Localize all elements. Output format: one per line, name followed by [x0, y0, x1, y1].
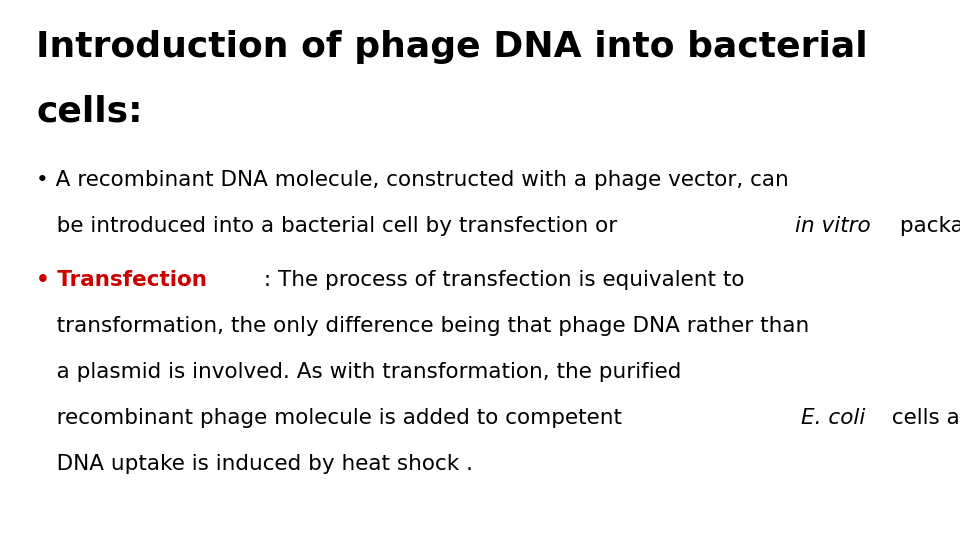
- Text: recombinant phage molecule is added to competent: recombinant phage molecule is added to c…: [36, 408, 630, 428]
- Text: packaging.: packaging.: [893, 216, 960, 236]
- Text: DNA uptake is induced by heat shock .: DNA uptake is induced by heat shock .: [36, 454, 473, 474]
- Text: a plasmid is involved. As with transformation, the purified: a plasmid is involved. As with transform…: [36, 362, 682, 382]
- Text: cells and: cells and: [884, 408, 960, 428]
- Text: : The process of transfection is equivalent to: : The process of transfection is equival…: [257, 270, 744, 290]
- Text: cells:: cells:: [36, 94, 143, 129]
- Text: • Transfection: • Transfection: [36, 270, 207, 290]
- Text: transformation, the only difference being that phage DNA rather than: transformation, the only difference bein…: [36, 316, 809, 336]
- Text: in vitro: in vitro: [795, 216, 871, 236]
- Text: be introduced into a bacterial cell by transfection or: be introduced into a bacterial cell by t…: [36, 216, 625, 236]
- Text: Introduction of phage DNA into bacterial: Introduction of phage DNA into bacterial: [36, 30, 868, 64]
- Text: • A recombinant DNA molecule, constructed with a phage vector, can: • A recombinant DNA molecule, constructe…: [36, 170, 789, 190]
- Text: E. coli: E. coli: [802, 408, 866, 428]
